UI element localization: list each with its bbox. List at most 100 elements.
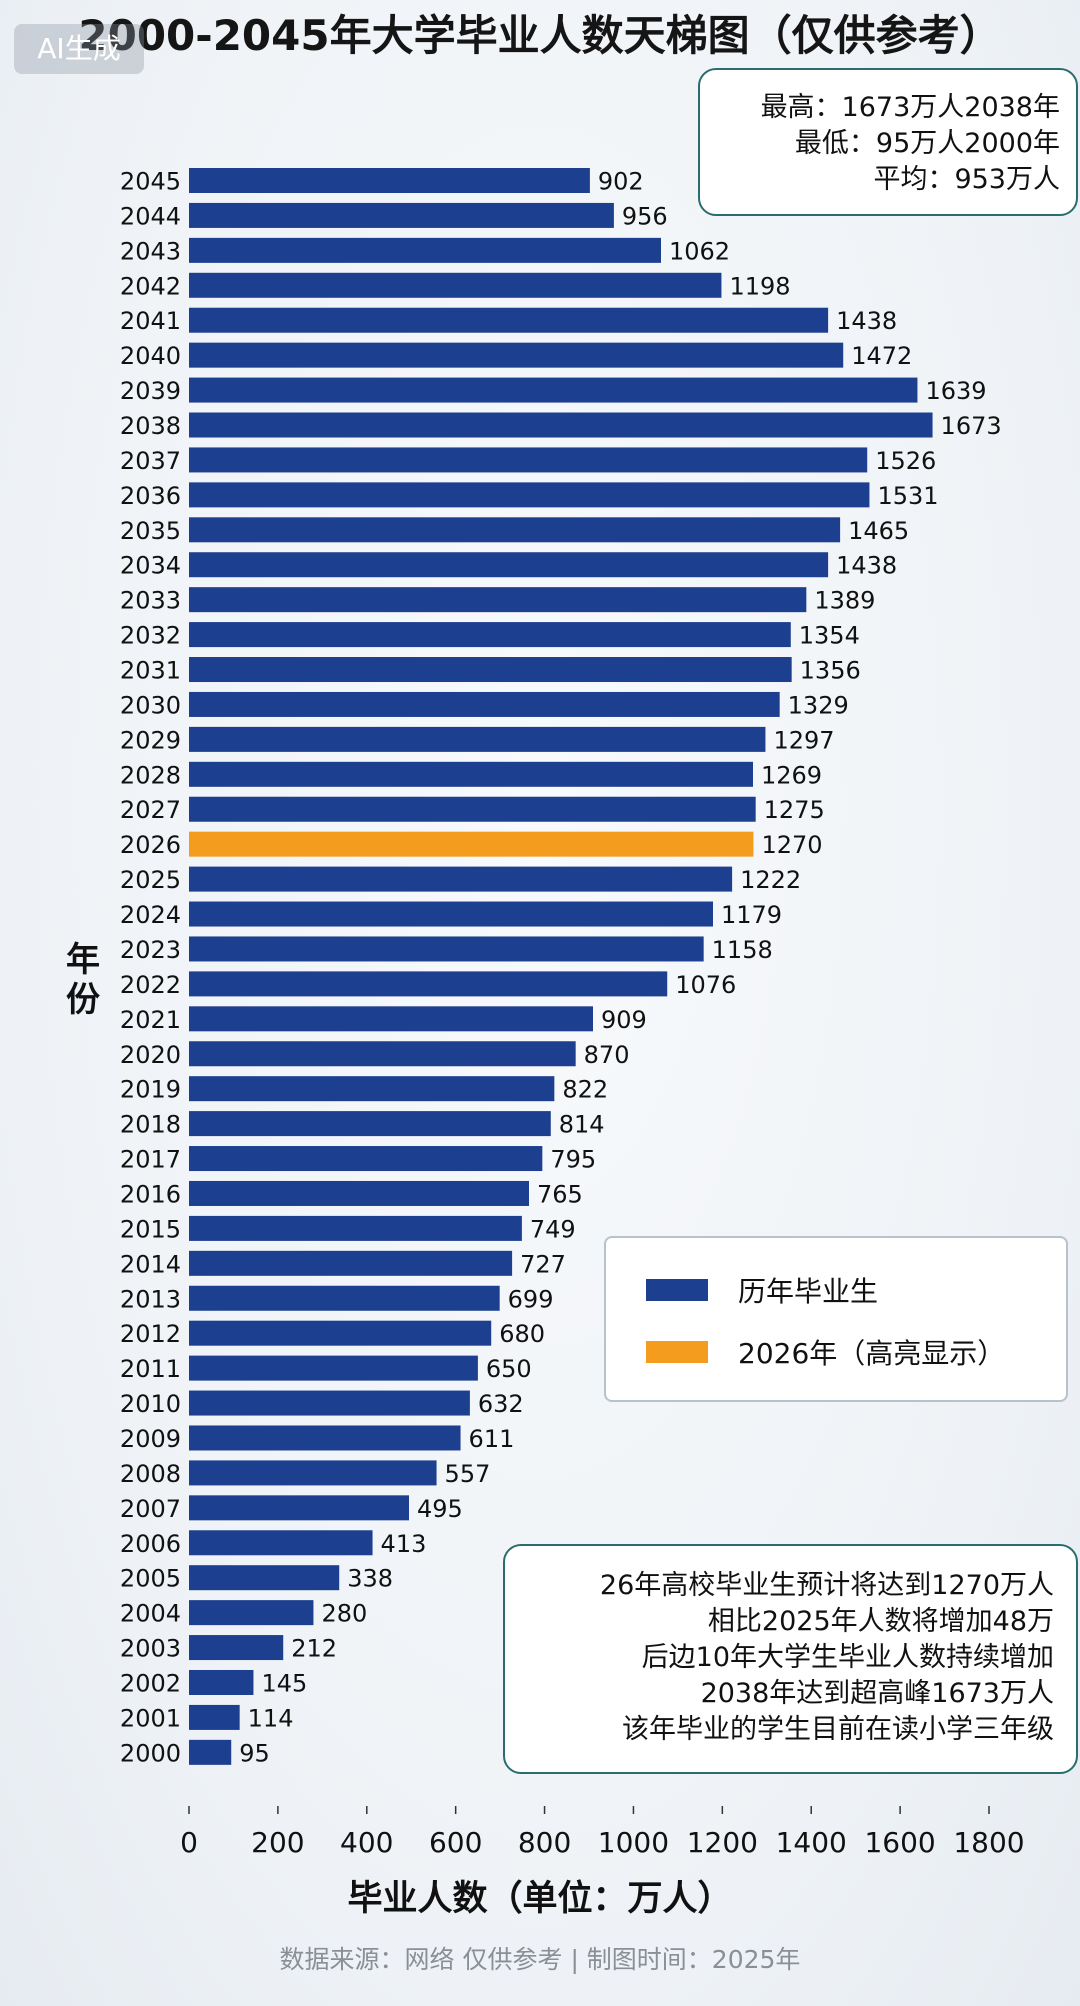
bar-2029 xyxy=(189,726,766,752)
year-label-2045: 2045 xyxy=(120,168,181,196)
legend-item-highlight: 2026年（高亮显示） xyxy=(646,1332,1005,1372)
year-label-2012: 2012 xyxy=(120,1320,181,1348)
year-label-2014: 2014 xyxy=(120,1250,181,1278)
year-label-2041: 2041 xyxy=(120,307,181,335)
value-label-2044: 956 xyxy=(622,202,668,230)
year-label-2031: 2031 xyxy=(120,657,181,685)
bar-2037 xyxy=(189,447,868,473)
year-label-2038: 2038 xyxy=(120,412,181,440)
bar-2009 xyxy=(189,1425,461,1451)
year-label-2044: 2044 xyxy=(120,202,181,230)
value-label-2007: 495 xyxy=(417,1495,463,1523)
bar-2033 xyxy=(189,587,807,613)
value-label-2016: 765 xyxy=(537,1180,583,1208)
value-label-2033: 1389 xyxy=(814,587,875,615)
year-label-2011: 2011 xyxy=(120,1355,181,1383)
value-label-2034: 1438 xyxy=(836,552,897,580)
value-label-2004: 280 xyxy=(321,1600,367,1628)
legend-swatch-regular xyxy=(646,1279,708,1301)
year-label-2016: 2016 xyxy=(120,1180,181,1208)
x-tick-label-1400: 1400 xyxy=(776,1826,847,1859)
legend-label-regular: 历年毕业生 xyxy=(738,1275,879,1308)
year-label-2005: 2005 xyxy=(120,1565,181,1593)
bar-2022 xyxy=(189,971,668,997)
legend: 历年毕业生 2026年（高亮显示） xyxy=(604,1236,1068,1402)
year-label-2029: 2029 xyxy=(120,726,181,754)
bar-2018 xyxy=(189,1111,551,1137)
year-label-2009: 2009 xyxy=(120,1425,181,1453)
year-label-2033: 2033 xyxy=(120,587,181,615)
legend-item-regular: 历年毕业生 xyxy=(646,1270,878,1310)
bar-2019 xyxy=(189,1076,555,1102)
bar-2012 xyxy=(189,1320,492,1346)
bar-2017 xyxy=(189,1146,543,1172)
x-tick-label-800: 800 xyxy=(518,1826,571,1859)
year-label-2032: 2032 xyxy=(120,622,181,650)
value-label-2040: 1472 xyxy=(851,342,912,370)
legend-swatch-highlight xyxy=(646,1341,708,1363)
year-label-2043: 2043 xyxy=(120,237,181,265)
bar-2011 xyxy=(189,1355,478,1381)
year-label-2035: 2035 xyxy=(120,517,181,545)
value-label-2002: 145 xyxy=(261,1669,307,1697)
value-label-2021: 909 xyxy=(601,1006,647,1034)
value-label-2032: 1354 xyxy=(799,622,860,650)
value-label-2024: 1179 xyxy=(721,901,782,929)
year-label-2000: 2000 xyxy=(120,1739,181,1767)
bar-2028 xyxy=(189,761,753,787)
ai-generated-watermark: AI生成 xyxy=(14,24,144,74)
bar-2008 xyxy=(189,1460,437,1486)
value-label-2009: 611 xyxy=(469,1425,515,1453)
value-label-2005: 338 xyxy=(347,1565,393,1593)
bar-2003 xyxy=(189,1635,284,1661)
x-axis-label: 毕业人数（单位：万人） xyxy=(347,1879,733,1919)
value-label-2028: 1269 xyxy=(761,761,822,789)
chart-title: 2000-2045年大学毕业人数天梯图（仅供参考） xyxy=(78,11,1002,60)
bar-2023 xyxy=(189,936,704,962)
x-tick-label-400: 400 xyxy=(340,1826,393,1859)
year-label-2013: 2013 xyxy=(120,1285,181,1313)
bar-2000 xyxy=(189,1739,232,1765)
bar-2010 xyxy=(189,1390,470,1416)
bar-2020 xyxy=(189,1041,576,1067)
value-label-2035: 1465 xyxy=(848,517,909,545)
bar-2015 xyxy=(189,1215,522,1241)
bar-2024 xyxy=(189,901,713,927)
bar-2034 xyxy=(189,552,829,578)
bar-2032 xyxy=(189,622,791,648)
value-label-2023: 1158 xyxy=(712,936,773,964)
bar-2038 xyxy=(189,412,933,438)
year-label-2015: 2015 xyxy=(120,1215,181,1243)
value-label-2022: 1076 xyxy=(675,971,736,999)
bar-2040 xyxy=(189,342,844,368)
value-label-2011: 650 xyxy=(486,1355,532,1383)
value-label-2017: 795 xyxy=(550,1146,596,1174)
year-label-2036: 2036 xyxy=(120,482,181,510)
value-label-2026: 1270 xyxy=(761,831,822,859)
value-label-2000: 95 xyxy=(239,1739,270,1767)
x-tick-label-1000: 1000 xyxy=(598,1826,669,1859)
x-tick-label-0: 0 xyxy=(180,1826,198,1859)
bar-2014 xyxy=(189,1250,513,1276)
note-line: 后边10年大学生毕业人数持续增加 xyxy=(641,1642,1054,1673)
year-label-2037: 2037 xyxy=(120,447,181,475)
value-label-2008: 557 xyxy=(445,1460,491,1488)
note-line: 26年高校毕业生预计将达到1270万人 xyxy=(599,1570,1054,1601)
year-label-2021: 2021 xyxy=(120,1006,181,1034)
bar-2030 xyxy=(189,691,780,717)
stats-min: 最低：95万人2000年 xyxy=(794,128,1060,159)
stats-avg: 平均：953万人 xyxy=(873,164,1060,195)
bar-2044 xyxy=(189,202,614,228)
x-tick-label-1600: 1600 xyxy=(864,1826,935,1859)
bar-2006 xyxy=(189,1530,373,1556)
value-label-2013: 699 xyxy=(508,1285,554,1313)
bar-2013 xyxy=(189,1285,500,1311)
value-label-2006: 413 xyxy=(381,1530,427,1558)
value-label-2043: 1062 xyxy=(669,237,730,265)
note-line: 该年毕业的学生目前在读小学三年级 xyxy=(622,1714,1054,1745)
year-label-2039: 2039 xyxy=(120,377,181,405)
year-label-2020: 2020 xyxy=(120,1041,181,1069)
value-label-2038: 1673 xyxy=(941,412,1002,440)
